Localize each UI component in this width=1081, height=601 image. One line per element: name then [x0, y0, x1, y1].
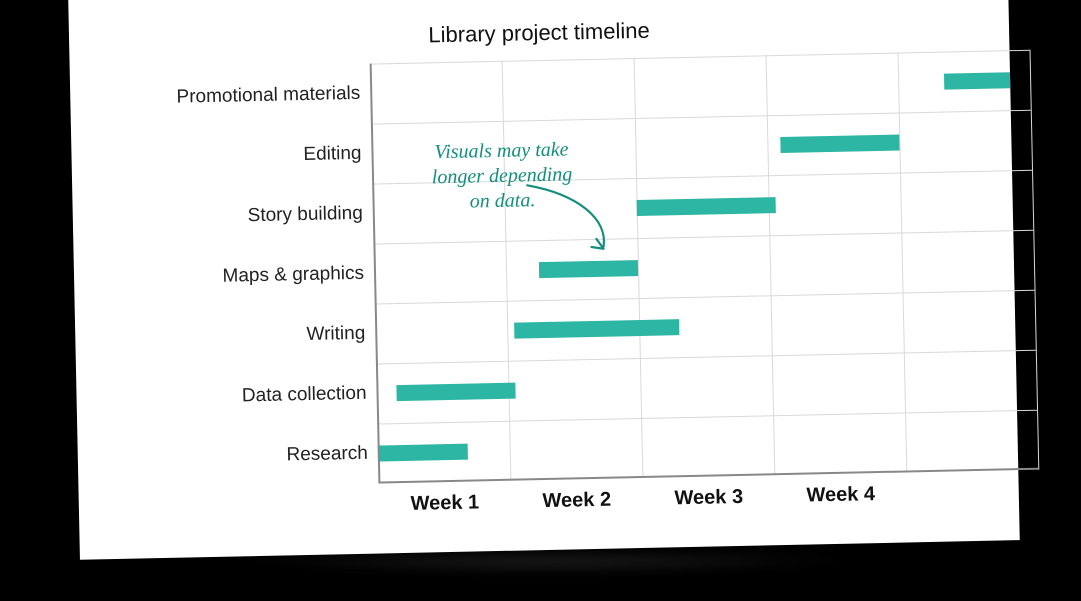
gantt-bar [780, 135, 899, 153]
y-axis-line [370, 64, 381, 484]
task-label: Promotional materials [100, 83, 360, 110]
gridline-vertical [1029, 50, 1039, 470]
gantt-bar [396, 383, 515, 401]
gridline-vertical [766, 55, 776, 475]
x-axis-label: Week 3 [674, 486, 743, 510]
plot-area: Promotional materialsEditingStory buildi… [370, 50, 1039, 484]
x-axis-label: Week 2 [542, 489, 611, 513]
gridline-horizontal [370, 50, 1030, 65]
gridline-horizontal [377, 410, 1037, 425]
gantt-bar [944, 72, 1010, 89]
task-label: Maps & graphics [104, 263, 364, 290]
gantt-chart: Library project timeline Promotional mat… [68, 0, 1020, 560]
task-label: Writing [105, 323, 365, 350]
gantt-bar [514, 319, 679, 338]
page-shadow [70, 555, 1010, 595]
task-label: Story building [103, 203, 363, 230]
task-label: Data collection [106, 383, 366, 410]
x-axis-line [378, 468, 1038, 484]
gridline-horizontal [372, 170, 1032, 185]
gridline-horizontal [375, 290, 1035, 305]
gantt-bar [637, 197, 776, 216]
chart-sheet: Library project timeline Promotional mat… [68, 0, 1020, 560]
x-axis-label: Week 1 [410, 491, 479, 515]
task-label: Research [108, 443, 368, 470]
gridline-horizontal [371, 110, 1031, 125]
chart-title: Library project timeline [69, 10, 1009, 56]
task-label: Editing [101, 143, 361, 170]
gridline-vertical [502, 61, 512, 481]
gridline-vertical [898, 53, 908, 473]
gantt-bar [378, 444, 468, 462]
gridline-horizontal [373, 230, 1033, 245]
gridline-horizontal [376, 350, 1036, 365]
gantt-bar [539, 260, 638, 278]
x-axis-label: Week 4 [806, 483, 875, 507]
